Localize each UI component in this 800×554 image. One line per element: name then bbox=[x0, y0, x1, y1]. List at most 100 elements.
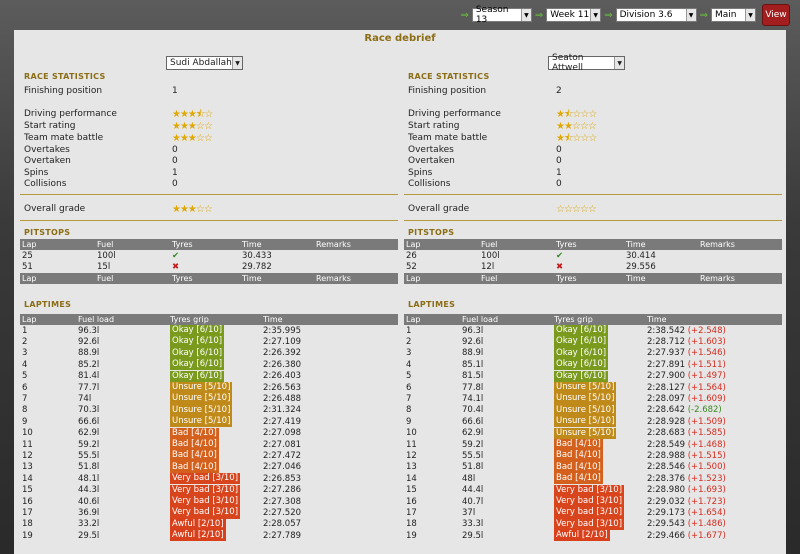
grip-badge: Okay [6/10] bbox=[554, 347, 609, 360]
table-row: 5 81.4l Okay [6/10] 2:26.403 bbox=[22, 370, 302, 382]
table-row: 13 51.8l Bad [4/10] 2:28.546 (+1.500) bbox=[406, 461, 726, 473]
grip-badge: Unsure [5/10] bbox=[554, 382, 617, 394]
table-row: 3 88.9l Okay [6/10] 2:26.392 bbox=[22, 347, 302, 360]
stat-overtaken: Overtaken 0 bbox=[24, 156, 178, 166]
season-select[interactable]: Season 13 ▼ bbox=[471, 5, 532, 25]
chevron-down-icon: ▼ bbox=[232, 57, 242, 69]
grip-badge: Okay [6/10] bbox=[554, 325, 609, 337]
grip-badge: Bad [4/10] bbox=[170, 450, 219, 462]
pitstops-table: Lap Fuel Tyres Time Remarks 25 100l ✔ 30.433 51 15… bbox=[20, 239, 398, 284]
table-footer: Lap Fuel Tyres Time Remarks bbox=[20, 272, 398, 284]
stat-team-mate-battle: Team mate battle ★⯪☆☆☆ bbox=[408, 133, 597, 144]
cross-icon: ✖ bbox=[172, 262, 180, 273]
table-row: 17 37l Very bad [3/10] 2:29.173 (+1.654) bbox=[406, 507, 726, 519]
grip-badge: Okay [6/10] bbox=[554, 370, 609, 382]
table-row: 13 51.8l Bad [4/10] 2:27.046 bbox=[22, 461, 302, 473]
time-diff: (+1.511) bbox=[687, 359, 726, 370]
table-row: 8 70.3l Unsure [5/10] 2:31.324 bbox=[22, 404, 302, 417]
table-row: 51 15l ✖ 29.782 bbox=[22, 262, 272, 273]
table-row: 12 55.5l Bad [4/10] 2:27.472 bbox=[22, 450, 302, 462]
table-row: 12 55.5l Bad [4/10] 2:28.988 (+1.515) bbox=[406, 450, 726, 462]
time-diff: (-2.682) bbox=[687, 405, 722, 416]
grip-badge: Bad [4/10] bbox=[170, 461, 219, 473]
laptimes-table: Lap Fuel load Tyres grip Time 1 96.3l Okay [6/… bbox=[404, 314, 782, 542]
grip-badge: Okay [6/10] bbox=[554, 336, 609, 348]
driver-select[interactable]: Seaton Attwell ▼ bbox=[548, 53, 625, 73]
rating-stars: ★★★☆☆ bbox=[172, 204, 213, 215]
table-row: 18 33.3l Very bad [3/10] 2:29.543 (+1.486) bbox=[406, 518, 726, 530]
grip-badge: Awful [2/10] bbox=[170, 518, 226, 530]
race-statistics-heading: RACE STATISTICS bbox=[408, 72, 490, 81]
stat-overtaken: Overtaken 0 bbox=[408, 156, 562, 166]
chevron-down-icon: ▼ bbox=[521, 9, 531, 21]
view-mode-select[interactable]: Main ▼ bbox=[711, 8, 756, 22]
time-diff: (+1.546) bbox=[687, 348, 726, 359]
grip-badge: Bad [4/10] bbox=[554, 450, 603, 462]
cross-icon: ✖ bbox=[556, 262, 564, 273]
stat-spins: Spins 1 bbox=[408, 168, 562, 178]
stat-overtakes: Overtakes 0 bbox=[408, 145, 562, 155]
table-row: 9 66.6l Unsure [5/10] 2:28.928 (+1.509) bbox=[406, 416, 726, 428]
grip-badge: Okay [6/10] bbox=[554, 359, 609, 371]
division-select[interactable]: Division 3.6 ▼ bbox=[615, 8, 697, 22]
table-header: Lap Fuel Tyres Time Remarks bbox=[404, 239, 782, 250]
rating-stars: ★★★☆☆ bbox=[172, 121, 213, 132]
grip-badge: Unsure [5/10] bbox=[554, 427, 617, 439]
view-button[interactable]: View bbox=[762, 4, 790, 26]
time-diff: (+1.486) bbox=[687, 519, 726, 530]
arrow-right-icon: ⇒ bbox=[534, 9, 544, 21]
driver-select[interactable]: Sudi Abdallah ▼ bbox=[166, 56, 243, 70]
table-row: 2 92.6l Okay [6/10] 2:27.109 bbox=[22, 336, 302, 348]
divider bbox=[20, 194, 398, 195]
table-row: 15 44.4l Very bad [3/10] 2:28.980 (+1.693) bbox=[406, 484, 726, 496]
time-diff: (+2.548) bbox=[687, 325, 726, 336]
week-select[interactable]: Week 11 ▼ bbox=[546, 8, 602, 22]
grip-badge: Unsure [5/10] bbox=[170, 382, 233, 394]
grip-badge: Unsure [5/10] bbox=[554, 393, 617, 405]
table-row: 10 62.9l Unsure [5/10] 2:28.683 (+1.585) bbox=[406, 427, 726, 439]
table-row: 14 48l Bad [4/10] 2:28.376 (+1.523) bbox=[406, 473, 726, 485]
time-diff: (+1.509) bbox=[687, 416, 726, 427]
grip-badge: Okay [6/10] bbox=[170, 347, 225, 360]
stat-finishing-position: Finishing position 1 bbox=[24, 86, 178, 96]
grip-badge: Unsure [5/10] bbox=[170, 416, 233, 428]
table-header: Lap Fuel load Tyres grip Time bbox=[20, 314, 398, 325]
grip-badge: Awful [2/10] bbox=[170, 530, 226, 542]
grip-badge: Very bad [3/10] bbox=[554, 495, 625, 508]
table-row: 11 59.2l Bad [4/10] 2:27.081 bbox=[22, 439, 302, 451]
grip-badge: Very bad [3/10] bbox=[170, 507, 241, 519]
pitstops-table: Lap Fuel Tyres Time Remarks 26 100l ✔ 30.414 52 12… bbox=[404, 239, 782, 284]
stat-overall-grade: Overall grade ★★★☆☆ bbox=[24, 204, 213, 215]
chevron-down-icon: ▼ bbox=[614, 57, 624, 69]
grip-badge: Bad [4/10] bbox=[554, 439, 603, 451]
time-diff: (+1.693) bbox=[687, 485, 726, 496]
time-diff: (+1.677) bbox=[687, 530, 726, 541]
time-diff: (+1.723) bbox=[687, 496, 726, 507]
table-row: 19 29.5l Awful [2/10] 2:27.789 bbox=[22, 530, 302, 542]
table-row: 6 77.8l Unsure [5/10] 2:28.127 (+1.564) bbox=[406, 382, 726, 394]
rating-stars: ★★☆☆☆ bbox=[556, 121, 597, 132]
table-row: 17 36.9l Very bad [3/10] 2:27.520 bbox=[22, 507, 302, 519]
time-diff: (+1.564) bbox=[687, 382, 726, 393]
toolbar: ⇒ Season 13 ▼ ⇒ Week 11 ▼ ⇒ Division 3.6 ▼ … bbox=[457, 4, 790, 26]
grip-badge: Okay [6/10] bbox=[170, 336, 225, 348]
time-diff: (+1.609) bbox=[687, 394, 726, 405]
divider bbox=[404, 220, 782, 221]
stat-team-mate-battle: Team mate battle ★★★☆☆ bbox=[24, 133, 213, 144]
checkmark-icon: ✔ bbox=[556, 250, 564, 261]
page-title: Race debrief bbox=[364, 33, 436, 44]
table-row: 52 12l ✖ 29.556 bbox=[406, 262, 656, 273]
table-row: 4 85.1l Okay [6/10] 2:27.891 (+1.511) bbox=[406, 359, 726, 371]
table-footer: Lap Fuel Tyres Time Remarks bbox=[404, 272, 782, 284]
table-row: 26 100l ✔ 30.414 bbox=[406, 250, 656, 261]
arrow-right-icon: ⇒ bbox=[604, 9, 613, 21]
table-row: 8 70.4l Unsure [5/10] 2:28.642 (-2.682) bbox=[406, 404, 722, 417]
race-debrief-panel: Race debrief Sudi Abdallah ▼ RACE STATISTI… bbox=[14, 30, 786, 554]
checkmark-icon: ✔ bbox=[172, 250, 180, 261]
grip-badge: Bad [4/10] bbox=[554, 461, 603, 473]
arrow-right-icon: ⇒ bbox=[699, 9, 708, 21]
laptimes-table: Lap Fuel load Tyres grip Time 1 96.3l Okay [6/… bbox=[20, 314, 398, 542]
grip-badge: Very bad [3/10] bbox=[170, 495, 241, 508]
table-row: 18 33.2l Awful [2/10] 2:28.057 bbox=[22, 518, 302, 530]
rating-stars: ★★★☆☆ bbox=[172, 133, 213, 144]
